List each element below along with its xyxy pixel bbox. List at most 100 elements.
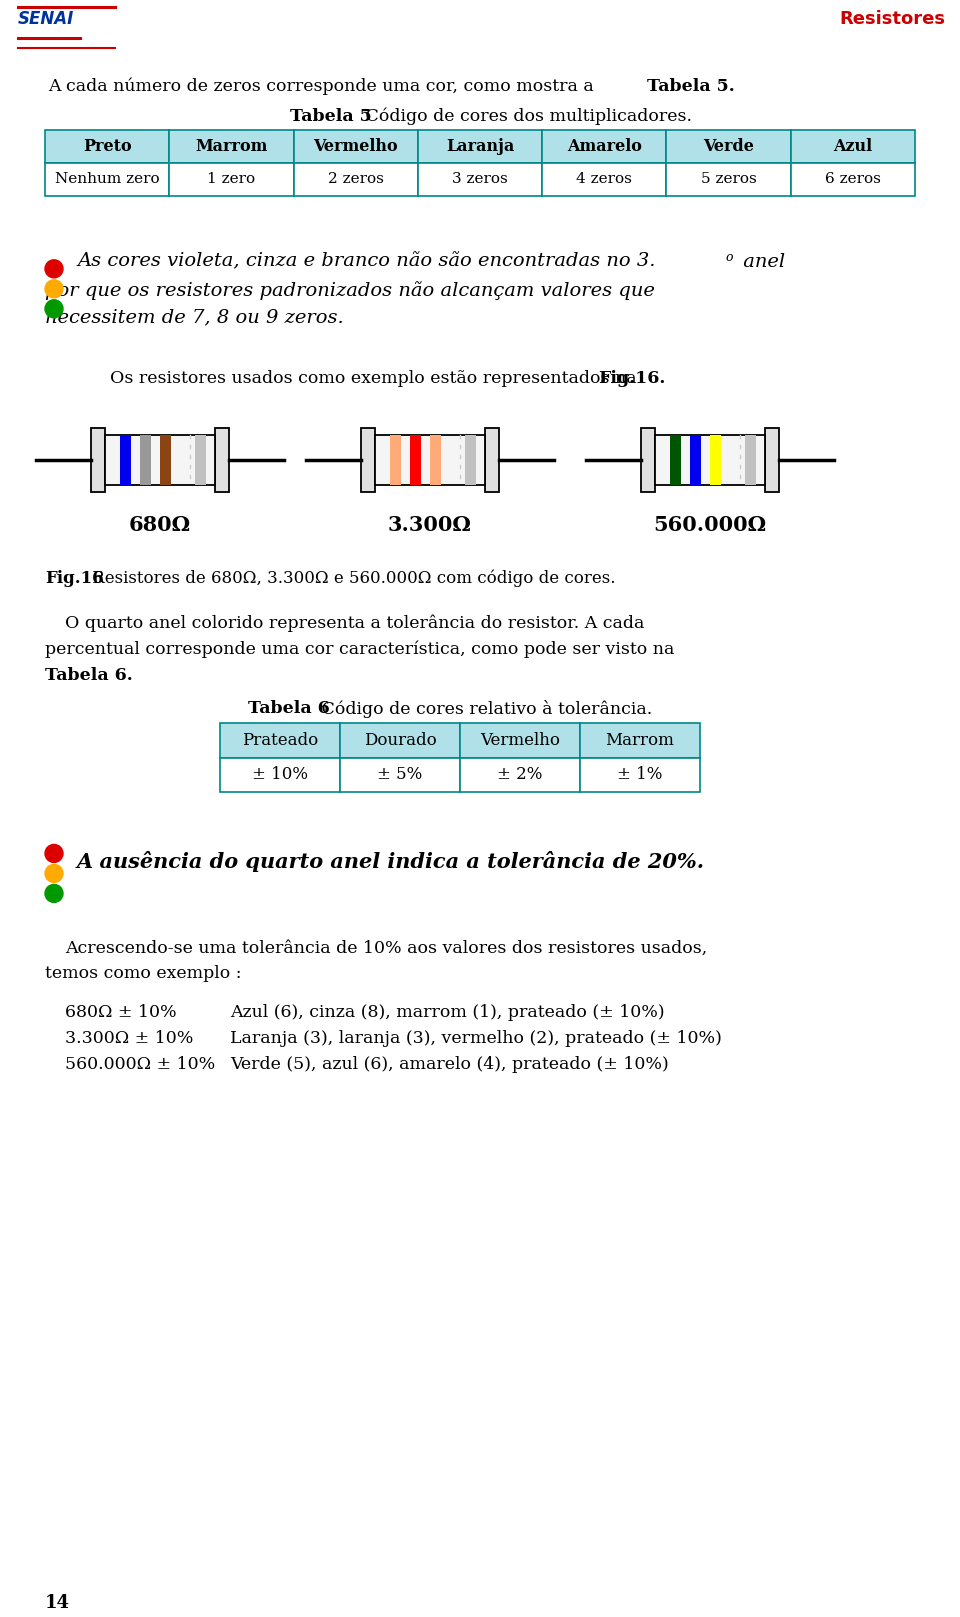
Text: percentual corresponde uma cor característica, como pode ser visto na: percentual corresponde uma cor caracterí… — [45, 640, 674, 658]
Text: ± 10%: ± 10% — [252, 766, 308, 784]
Bar — [666, 163, 791, 196]
Bar — [91, 429, 105, 492]
Bar — [655, 435, 765, 485]
Bar — [465, 435, 476, 485]
Circle shape — [45, 260, 63, 278]
Bar — [765, 429, 779, 492]
Text: Tabela 6.: Tabela 6. — [45, 666, 132, 684]
Bar — [105, 435, 215, 485]
Text: Prateado: Prateado — [242, 731, 318, 749]
Bar — [294, 163, 418, 196]
Text: Vermelho: Vermelho — [313, 137, 398, 155]
Text: 5 zeros: 5 zeros — [701, 173, 756, 186]
Circle shape — [45, 280, 63, 298]
Text: Laranja (3), laranja (3), vermelho (2), prateado (± 10%): Laranja (3), laranja (3), vermelho (2), … — [230, 1030, 722, 1048]
Text: Amarelo: Amarelo — [566, 137, 641, 155]
Text: 3 zeros: 3 zeros — [452, 173, 508, 186]
Circle shape — [45, 844, 63, 862]
Text: Resistores: Resistores — [839, 10, 945, 27]
Bar — [45, 129, 169, 163]
Bar — [169, 129, 294, 163]
Text: Tabela 5: Tabela 5 — [290, 108, 372, 125]
Text: Os resistores usados como exemplo estão representados na: Os resistores usados como exemplo estão … — [110, 370, 642, 386]
Bar — [641, 429, 655, 492]
Bar — [418, 163, 542, 196]
Text: Fig.16.: Fig.16. — [598, 370, 665, 386]
Bar — [460, 757, 580, 792]
Bar — [542, 129, 666, 163]
Text: Fig.16: Fig.16 — [45, 569, 104, 587]
Text: Azul: Azul — [833, 137, 873, 155]
Text: Verde (5), azul (6), amarelo (4), prateado (± 10%): Verde (5), azul (6), amarelo (4), pratea… — [230, 1056, 669, 1074]
Text: Vermelho: Vermelho — [480, 731, 560, 749]
Text: O quarto anel colorido representa a tolerância do resistor. A cada: O quarto anel colorido representa a tole… — [65, 614, 644, 632]
Text: Marrom: Marrom — [606, 731, 675, 749]
Bar — [390, 435, 401, 485]
Text: 4 zeros: 4 zeros — [576, 173, 633, 186]
Bar — [542, 163, 666, 196]
Text: A cada número de zeros corresponde uma cor, como mostra a: A cada número de zeros corresponde uma c… — [48, 78, 599, 95]
Bar — [140, 435, 151, 485]
Text: Nenhum zero: Nenhum zero — [55, 173, 159, 186]
Bar — [195, 435, 206, 485]
Bar — [791, 129, 915, 163]
Bar — [485, 429, 499, 492]
Bar — [169, 163, 294, 196]
Bar — [791, 163, 915, 196]
Bar — [340, 757, 460, 792]
Bar — [430, 435, 441, 485]
Text: Verde: Verde — [703, 137, 754, 155]
Bar — [580, 723, 700, 757]
Text: Código de cores relativo à tolerância.: Código de cores relativo à tolerância. — [316, 700, 652, 718]
Text: por que os resistores padronizados não alcançam valores que: por que os resistores padronizados não a… — [45, 281, 655, 299]
Text: Tabela 6: Tabela 6 — [248, 700, 329, 716]
Bar — [745, 435, 756, 485]
Text: 3.300Ω ± 10%: 3.300Ω ± 10% — [65, 1030, 193, 1048]
Text: Acrescendo-se uma tolerância de 10% aos valores dos resistores usados,: Acrescendo-se uma tolerância de 10% aos … — [65, 939, 708, 956]
Text: 6 zeros: 6 zeros — [825, 173, 880, 186]
Text: 680Ω: 680Ω — [129, 514, 191, 535]
Text: Tabela 5.: Tabela 5. — [647, 78, 734, 95]
Text: Dourado: Dourado — [364, 731, 437, 749]
Bar — [361, 429, 375, 492]
Text: o: o — [725, 251, 732, 264]
Text: 560.000Ω ± 10%: 560.000Ω ± 10% — [65, 1056, 215, 1074]
Text: necessitem de 7, 8 ou 9 zeros.: necessitem de 7, 8 ou 9 zeros. — [45, 309, 344, 327]
Text: 3.300Ω: 3.300Ω — [388, 514, 472, 535]
Text: A ausência do quarto anel indica a tolerância de 20%.: A ausência do quarto anel indica a toler… — [77, 851, 705, 872]
Bar — [710, 435, 721, 485]
Text: Azul (6), cinza (8), marrom (1), prateado (± 10%): Azul (6), cinza (8), marrom (1), pratead… — [230, 1004, 664, 1022]
Bar — [340, 723, 460, 757]
Text: anel: anel — [737, 252, 785, 270]
Text: Marrom: Marrom — [195, 137, 268, 155]
Text: Preto: Preto — [83, 137, 132, 155]
Text: 2 zeros: 2 zeros — [327, 173, 384, 186]
Text: ± 1%: ± 1% — [617, 766, 662, 784]
Bar — [220, 723, 340, 757]
Text: As cores violeta, cinza e branco não são encontradas no 3.: As cores violeta, cinza e branco não são… — [77, 252, 656, 270]
Bar — [460, 723, 580, 757]
Bar — [120, 435, 131, 485]
Circle shape — [45, 884, 63, 902]
Text: SENAI: SENAI — [18, 10, 74, 27]
Bar — [666, 129, 791, 163]
Text: temos como exemplo :: temos como exemplo : — [45, 965, 242, 983]
Bar — [215, 429, 229, 492]
Bar — [690, 435, 701, 485]
Text: 14: 14 — [45, 1594, 70, 1612]
Bar — [294, 129, 418, 163]
Text: 1 zero: 1 zero — [207, 173, 255, 186]
Text: 680Ω ± 10%: 680Ω ± 10% — [65, 1004, 177, 1022]
Text: Código de cores dos multiplicadores.: Código de cores dos multiplicadores. — [360, 108, 692, 126]
Bar — [160, 435, 171, 485]
Text: Laranja: Laranja — [445, 137, 515, 155]
Text: ± 2%: ± 2% — [497, 766, 542, 784]
Text: 560.000Ω: 560.000Ω — [654, 514, 767, 535]
Bar — [375, 435, 485, 485]
Text: Resistores de 680Ω, 3.300Ω e 560.000Ω com código de cores.: Resistores de 680Ω, 3.300Ω e 560.000Ω co… — [87, 569, 615, 587]
Bar — [220, 757, 340, 792]
Text: ± 5%: ± 5% — [377, 766, 422, 784]
Circle shape — [45, 299, 63, 319]
Bar — [580, 757, 700, 792]
Bar — [410, 435, 421, 485]
